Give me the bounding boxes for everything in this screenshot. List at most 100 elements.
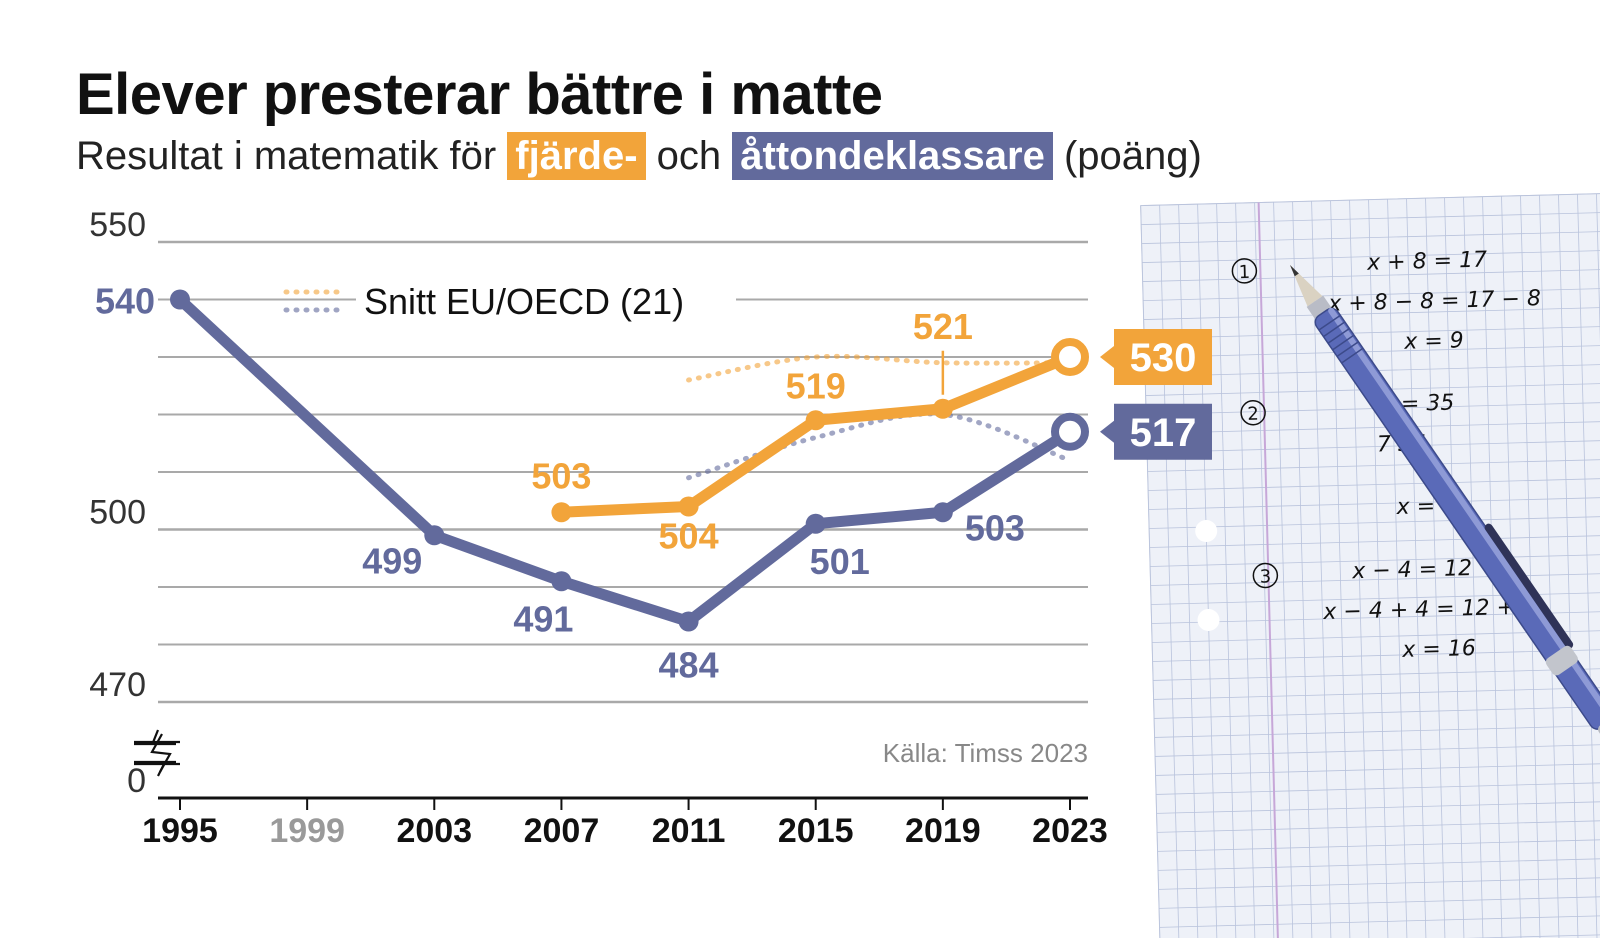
paper-grid-line (1158, 857, 1600, 871)
paper-grid-line (1149, 534, 1600, 548)
handwritten-equation: x + 8 = 17 (1366, 248, 1487, 276)
subtitle-prefix: Resultat i matematik för (76, 134, 497, 178)
paper-margin-line (1257, 202, 1280, 938)
grade8-data-label: 491 (513, 598, 573, 639)
grade8-point (932, 502, 953, 523)
grade4-data-label: 503 (531, 455, 591, 496)
grade4-point (805, 410, 826, 431)
grade8-data-label: 540 (95, 281, 155, 322)
pencil-grip-ridge (1318, 314, 1341, 331)
y-tick-label: 550 (89, 206, 146, 244)
pencil-illustration (1290, 265, 1600, 755)
grade4-point (932, 398, 953, 419)
paper-grid-line (1153, 667, 1600, 681)
paper-grid-line (1144, 325, 1600, 339)
paper-grid-line (1157, 819, 1600, 833)
paper-grid-line (1148, 496, 1600, 510)
paper-grid-line (1141, 230, 1600, 245)
average-line-grade8 (686, 411, 1073, 481)
pencil-lead (1290, 265, 1299, 277)
pencil-grip-ridge (1323, 321, 1346, 338)
handwritten-equation: x − 4 = 12 (1351, 556, 1472, 584)
paper-grid-line (1160, 933, 1600, 938)
pencil-grip-ridge (1332, 334, 1355, 351)
handwritten-equation: = 35 (1401, 390, 1455, 416)
axis-break-zigzag (150, 733, 172, 773)
paper-grid-line (1150, 553, 1600, 567)
grade8-data-label: 484 (659, 645, 719, 686)
grade4-data-label: 519 (786, 365, 846, 406)
circled-number: 1 (1238, 262, 1250, 283)
average-line-grade4 (686, 353, 1073, 383)
paper-grid-line (1154, 724, 1600, 738)
handwritten-equation: x − 4 + 4 = 12 + 4 (1322, 594, 1536, 625)
grade8-end-label-box (1114, 403, 1212, 460)
y-tick-label: 0 (127, 762, 146, 800)
handwritten-equation: x = 9 (1403, 328, 1464, 355)
paper-punch-hole (1195, 520, 1218, 543)
grade8-data-label: 501 (810, 541, 870, 582)
x-tick-label: 1995 (142, 812, 218, 850)
grade8-point (805, 513, 826, 534)
grade4-end-label-value: 530 (1130, 336, 1197, 380)
x-tick-label: 2019 (905, 812, 981, 850)
paper-grid-line (1158, 876, 1600, 890)
grade8-end-label-value: 517 (1130, 411, 1197, 455)
paper-grid-line (1147, 439, 1600, 453)
paper-grid-line (1140, 192, 1600, 207)
x-tick-label: 2023 (1032, 812, 1108, 850)
paper-grid-line (1143, 287, 1600, 301)
y-tick-label: 470 (89, 666, 146, 704)
paper-punch-hole (1197, 608, 1220, 631)
paper-grid-line (1145, 363, 1600, 377)
grade8-highlight: åttondeklassare (732, 132, 1053, 180)
pencil-highlight (1328, 307, 1600, 721)
circled-number: 3 (1259, 566, 1271, 587)
legend-label: Snitt EU/OECD (21) (364, 281, 684, 322)
pencil-ferrule (1306, 295, 1332, 319)
circled-number-ring (1231, 258, 1258, 284)
circled-number-ring (1252, 562, 1279, 589)
grade4-data-label: 504 (659, 516, 719, 557)
source-note: Källa: Timss 2023 (883, 738, 1088, 768)
grade8-line (174, 294, 1076, 627)
subtitle-middle: och (656, 134, 722, 178)
paper-grid-line (1154, 705, 1600, 719)
grade8-data-label: 499 (362, 540, 422, 581)
pencil-grip-ridge (1341, 347, 1364, 364)
circled-number-ring (1240, 399, 1266, 426)
pencil-clip-ring (1545, 645, 1578, 676)
grade8-point (678, 611, 699, 632)
x-tick-label: 2011 (652, 812, 726, 850)
grade4-point-end (1051, 338, 1089, 376)
handwritten-equation: x = (1395, 494, 1435, 520)
paper-grid-line (1156, 781, 1600, 795)
grade8-point (170, 289, 190, 310)
handwritten-equation: x + 8 − 8 = 17 − 8 (1327, 286, 1541, 317)
paper-grid-line (1146, 420, 1600, 434)
axis-break-line (134, 742, 176, 764)
paper-grid-line (1143, 306, 1600, 320)
x-tick-label: 2007 (524, 812, 600, 850)
paper-grid-line (1159, 895, 1600, 909)
grade8-point (551, 571, 572, 592)
legend-background (356, 278, 736, 322)
chart-title: Elever presterar bättre i matte (76, 62, 883, 127)
paper-grid-line (1157, 838, 1600, 852)
grade4-end-label-pointer (1100, 346, 1114, 368)
paper-grid-line (1147, 458, 1600, 472)
pencil-grip-ridge (1336, 341, 1359, 358)
grade4-data-label: 521 (913, 306, 973, 347)
paper-grid-line (1155, 743, 1600, 757)
paper-grid-line (1148, 477, 1600, 491)
grade8-point (424, 525, 445, 546)
pencil-clip (1484, 523, 1574, 649)
handwritten-equation: x = 16 (1401, 636, 1476, 663)
x-tick-label: 2015 (778, 812, 854, 850)
grade4-point (551, 502, 572, 523)
x-tick-label: 1999 (269, 812, 345, 850)
pencil-body (1314, 307, 1600, 730)
paper-grid-line (1156, 800, 1600, 814)
